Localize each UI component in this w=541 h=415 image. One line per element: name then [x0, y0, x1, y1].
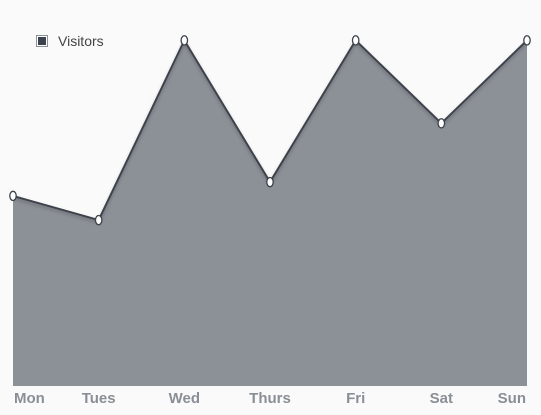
area-layer	[12, 39, 528, 387]
data-point-thurs[interactable]	[266, 176, 274, 188]
x-tick-label-sun: Sun	[498, 390, 526, 407]
series-area-visitors	[13, 40, 527, 387]
data-point-tues[interactable]	[94, 214, 103, 226]
x-axis-ticks: Mon Tues Wed Thurs Fri Sat Sun	[14, 390, 526, 407]
x-tick-label-tues: Tues	[82, 390, 116, 407]
data-point-sat[interactable]	[437, 118, 446, 129]
x-tick-label-fri: Fri	[346, 390, 365, 407]
x-tick-label-thurs: Thurs	[249, 390, 291, 407]
data-point-sun[interactable]	[523, 35, 531, 46]
data-point-wed[interactable]	[180, 35, 189, 46]
x-tick-label-wed: Wed	[169, 390, 200, 407]
x-tick-label-mon: Mon	[14, 390, 45, 407]
legend: Visitors	[36, 33, 104, 49]
data-point-fri[interactable]	[351, 35, 360, 46]
legend-swatch	[36, 35, 48, 47]
legend-label-visitors: Visitors	[58, 33, 104, 49]
data-point-mon[interactable]	[9, 190, 17, 202]
point-layer	[9, 35, 531, 226]
x-tick-label-sat: Sat	[430, 390, 453, 407]
